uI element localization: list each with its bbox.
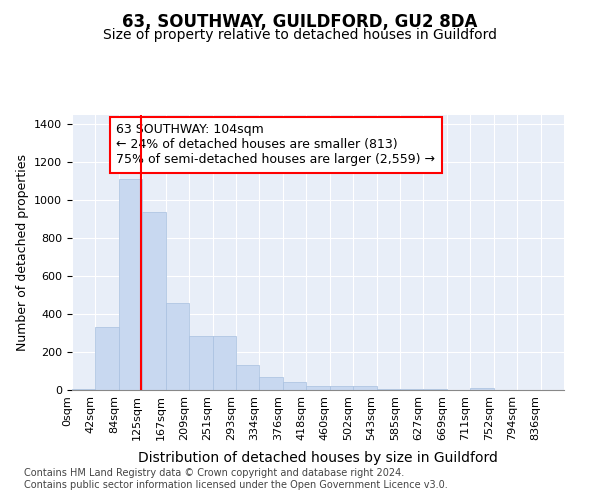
Text: Contains HM Land Registry data © Crown copyright and database right 2024.
Contai: Contains HM Land Registry data © Crown c… xyxy=(24,468,448,490)
Text: 63 SOUTHWAY: 104sqm
← 24% of detached houses are smaller (813)
75% of semi-detac: 63 SOUTHWAY: 104sqm ← 24% of detached ho… xyxy=(116,123,435,166)
Bar xyxy=(330,386,353,390)
Bar xyxy=(283,382,306,390)
X-axis label: Distribution of detached houses by size in Guildford: Distribution of detached houses by size … xyxy=(138,451,498,465)
Bar xyxy=(353,386,377,390)
Text: 63, SOUTHWAY, GUILDFORD, GU2 8DA: 63, SOUTHWAY, GUILDFORD, GU2 8DA xyxy=(122,12,478,30)
Bar xyxy=(306,386,330,390)
Bar xyxy=(424,389,447,390)
Bar xyxy=(236,366,259,390)
Text: Size of property relative to detached houses in Guildford: Size of property relative to detached ho… xyxy=(103,28,497,42)
Bar xyxy=(400,389,424,390)
Bar xyxy=(189,336,212,390)
Bar xyxy=(95,328,119,390)
Bar xyxy=(259,376,283,390)
Bar xyxy=(212,336,236,390)
Bar xyxy=(377,389,400,390)
Bar xyxy=(72,389,95,390)
Bar xyxy=(470,388,494,390)
Bar xyxy=(119,180,142,390)
Bar xyxy=(166,303,189,390)
Bar xyxy=(142,212,166,390)
Y-axis label: Number of detached properties: Number of detached properties xyxy=(16,154,29,351)
